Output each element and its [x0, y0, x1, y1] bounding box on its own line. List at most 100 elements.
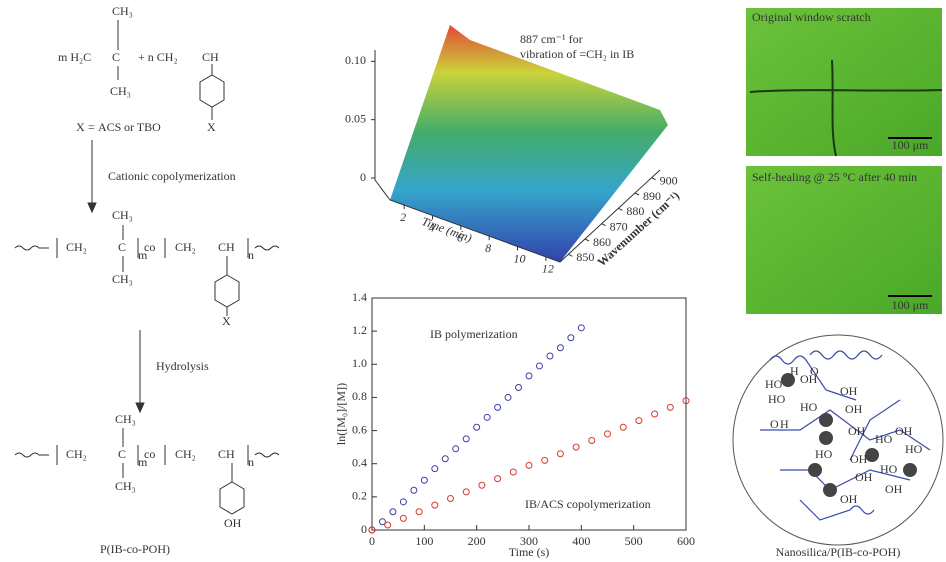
scheme-label: n	[248, 455, 254, 469]
scheme-label: OH	[224, 516, 242, 530]
data-point	[478, 481, 486, 489]
hydroxyl-label: HO	[875, 432, 893, 446]
scheme-label: m H₂C	[58, 50, 91, 64]
data-point	[494, 403, 502, 411]
x-tick-label: 200	[468, 534, 486, 548]
data-point	[447, 495, 454, 503]
data-point	[509, 468, 517, 476]
scheme-label: CH₃	[110, 84, 131, 98]
wavenumber-tick-label: 860	[593, 235, 611, 249]
scheme-label: X	[76, 120, 85, 134]
y-tick-label: 0	[361, 522, 367, 536]
y-tick-label: 1.4	[352, 290, 367, 304]
z-tick-label: 0.10	[345, 53, 366, 67]
silica-particle	[823, 483, 837, 497]
time-tick-label: 10	[514, 251, 526, 265]
plot-frame	[371, 297, 687, 531]
data-point	[556, 344, 564, 352]
scheme-label: X	[222, 314, 231, 328]
silica-particle	[819, 431, 833, 445]
scheme-label: CH₃	[115, 479, 136, 493]
data-point	[546, 352, 554, 360]
wavenumber-tick-label: 880	[626, 204, 644, 218]
scheme-label: X	[207, 120, 216, 134]
scheme-label: CH₂	[175, 240, 196, 254]
polymer-chain	[849, 399, 901, 461]
x-tick-label: 600	[677, 534, 695, 548]
data-point	[378, 518, 386, 526]
data-point	[515, 383, 523, 391]
hydroxyl-label: OH	[840, 492, 858, 506]
x-axis-label: Time (s)	[509, 545, 550, 559]
scheme-label: co	[144, 240, 155, 254]
data-point	[504, 393, 512, 401]
scheme-label: + n CH₂	[138, 50, 178, 64]
data-point	[368, 526, 376, 534]
data-point	[399, 498, 407, 506]
scheme-label: CH₃	[112, 4, 133, 18]
hydroxyl-label: OH	[885, 482, 903, 496]
data-point	[452, 445, 460, 453]
scheme-label: CH₂	[66, 447, 87, 461]
z-tick-label: 0	[360, 170, 366, 184]
hydroxyl-label: HO	[815, 447, 833, 461]
data-point	[619, 423, 627, 431]
data-point	[567, 334, 575, 342]
data-point	[604, 430, 611, 438]
data-point	[441, 455, 449, 463]
scheme-label: or TBO	[124, 120, 161, 134]
data-point	[525, 461, 533, 469]
hydroxyl-label: HO	[800, 400, 818, 414]
time-tick-label: 8	[485, 241, 491, 255]
hydroxyl-label: OH	[895, 424, 913, 438]
scheme-label: CH	[218, 240, 235, 254]
data-point	[577, 324, 585, 332]
scheme-label: n	[248, 248, 254, 262]
scheme-label: m	[138, 248, 148, 262]
wavenumber-tick-label: 870	[610, 219, 628, 233]
wavenumber-tick	[651, 177, 656, 181]
data-point	[541, 456, 549, 464]
hydroxyl-label: HO	[880, 462, 898, 476]
x-tick-label: 500	[625, 534, 643, 548]
silica-particle	[781, 373, 795, 387]
x-tick-label: 400	[572, 534, 590, 548]
wavenumber-tick	[568, 253, 573, 257]
hydroxyl-label: OH	[800, 372, 818, 386]
series-label: IB polymerization	[430, 327, 518, 341]
time-tick-label: 12	[542, 262, 554, 276]
y-tick-label: 0.8	[352, 389, 367, 403]
hydroxyl-label: O	[810, 364, 819, 378]
data-point	[384, 521, 392, 529]
y-tick-label: 1.0	[352, 356, 367, 370]
wavenumber-tick	[634, 192, 640, 196]
hydroxyl-label: HO	[765, 377, 783, 391]
hydroxyl-label: OH	[840, 384, 858, 398]
data-point	[494, 475, 502, 483]
scheme-label: CH	[202, 50, 219, 64]
wavenumber-tick	[601, 223, 606, 227]
polymer-chain	[809, 350, 883, 360]
scheme-label: CH₂	[66, 240, 87, 254]
y-tick-label: 1.2	[352, 323, 367, 337]
y-tick-label: 0.2	[352, 489, 367, 503]
scheme-label: Hydrolysis	[156, 359, 209, 373]
hydroxyl-label: H	[790, 364, 799, 378]
time-tick-label: 4	[429, 220, 435, 234]
wavenumber-tick	[584, 238, 590, 242]
data-point	[399, 514, 407, 522]
scheme-label: CH₂	[175, 447, 196, 461]
data-point	[682, 397, 690, 405]
polymer-chain	[760, 409, 931, 451]
scheme-label: m	[138, 455, 148, 469]
data-point	[572, 443, 580, 451]
data-point	[651, 410, 659, 418]
micrograph-caption: Self-healing @ 25 °C after 40 min	[752, 170, 917, 184]
scheme-label: ACS	[98, 120, 121, 134]
polymer-chain	[799, 499, 875, 521]
silica-particle	[819, 413, 833, 427]
scheme-label: Cationic copolymerization	[108, 169, 236, 183]
time-tick-label: 6	[457, 231, 463, 245]
scale-bar-label: 100 μm	[892, 298, 929, 312]
hydroxyl-label: H	[780, 417, 789, 431]
